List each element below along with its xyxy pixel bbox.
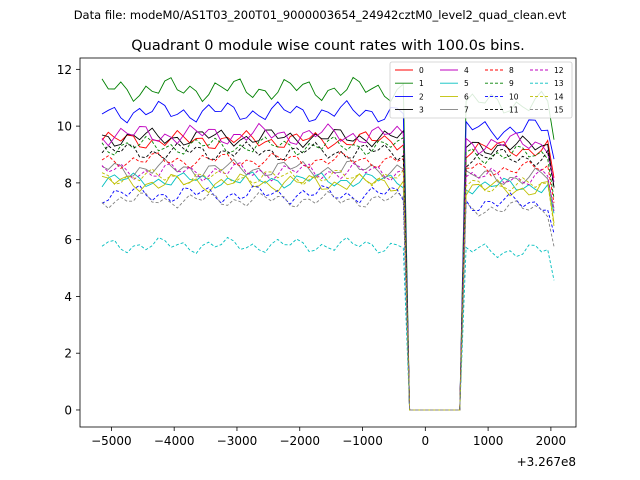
x-tick-label: 1000 [473,434,504,448]
series-line-8 [101,151,555,411]
legend-label: 14 [554,92,564,101]
x-axis: −5000 −4000 −3000 −2000 −1000 0 1000 2000 [91,427,566,448]
series-line-13 [101,236,555,411]
series-line-7 [101,158,555,411]
y-axis: 0 2 4 6 8 10 12 [57,63,80,417]
x-tick-label: −4000 [154,434,195,448]
series-line-6 [101,173,555,411]
x-tick-label: −1000 [342,434,383,448]
legend-label: 13 [554,79,564,88]
y-tick-label: 6 [64,233,72,247]
x-axis-offset-label: +3.267e8 [517,455,576,469]
series-line-11 [101,141,555,411]
y-tick-label: 10 [57,120,72,134]
legend-label: 8 [509,66,514,75]
legend-label: 11 [509,106,519,115]
y-tick-label: 8 [64,176,72,190]
x-tick-label: −2000 [279,434,320,448]
series-line-12 [101,162,555,411]
legend-label: 5 [464,79,469,88]
figure-suptitle: Data file: modeM0/AS1T03_200T01_90000036… [74,8,567,22]
legend-label: 4 [464,66,469,75]
legend-label: 15 [554,106,564,115]
series-line-4 [101,122,555,411]
x-tick-label: −5000 [91,434,132,448]
legend-label: 0 [419,66,424,75]
series-line-0 [101,129,555,411]
x-tick-label: 0 [421,434,429,448]
series-line-2 [101,99,555,411]
series-line-5 [101,171,555,411]
series-line-10 [101,184,555,411]
x-tick-label: −3000 [217,434,258,448]
y-tick-label: 12 [57,63,72,77]
legend-label: 6 [464,92,469,101]
legend-label: 12 [554,66,564,75]
legend-label: 10 [509,92,519,101]
y-tick-label: 2 [64,347,72,361]
series-line-3 [101,127,555,411]
series-line-9 [101,135,555,411]
legend-label: 1 [419,79,424,88]
chart-title: Quadrant 0 module wise count rates with … [131,38,525,54]
legend-label: 2 [419,92,424,101]
y-tick-label: 0 [64,403,72,417]
legend-frame [389,61,573,119]
axes-frame [79,57,577,428]
series-line-1 [101,76,555,411]
legend-label: 7 [464,106,469,115]
legend-label: 9 [509,79,514,88]
y-tick-label: 4 [64,290,72,304]
series-line-14 [101,168,555,411]
legend-label: 3 [419,106,424,115]
series-line-15 [101,190,555,411]
x-tick-label: 2000 [536,434,567,448]
plot-area [101,76,555,411]
